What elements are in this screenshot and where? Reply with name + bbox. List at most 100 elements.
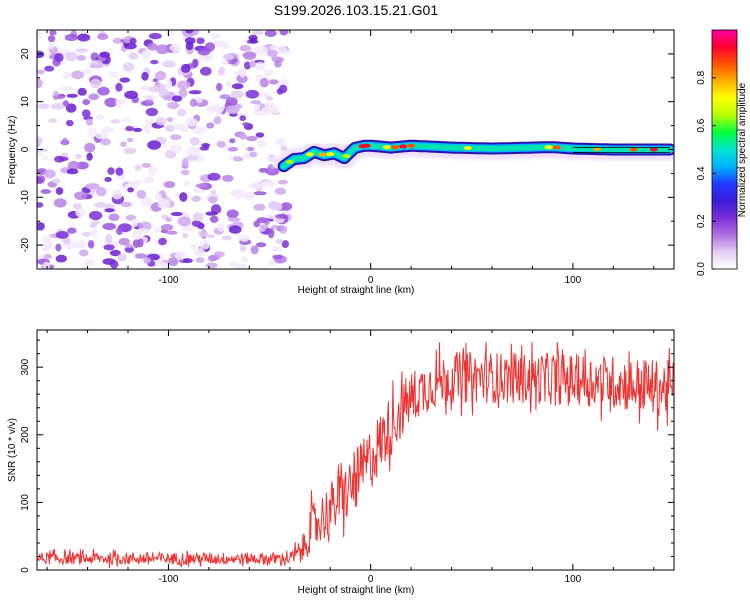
noise-blob [230, 90, 244, 99]
noise-blob [41, 246, 50, 252]
noise-blob [132, 239, 140, 249]
noise-blob [277, 46, 288, 55]
noise-blob [246, 135, 258, 142]
noise-blob [104, 177, 112, 182]
noise-blob [193, 126, 208, 135]
noise-blob [112, 37, 124, 44]
colorbar-tick-label: 0.0 [696, 262, 707, 276]
noise-blob [183, 258, 193, 264]
noise-blob [221, 235, 232, 241]
noise-blob [169, 144, 183, 154]
noise-blob [61, 86, 75, 91]
noise-blob [82, 231, 91, 237]
noise-blob [218, 66, 225, 76]
noise-blob [134, 253, 147, 259]
noise-blob [229, 190, 240, 196]
noise-blob [157, 199, 171, 210]
noise-blob [131, 218, 139, 228]
trace-hotspot [544, 145, 553, 150]
snr-y-axis-label: SNR (10 * v/v) [7, 418, 18, 482]
noise-blob [160, 224, 174, 231]
noise-blob [55, 187, 64, 195]
noise-blob [259, 77, 269, 88]
noise-blob [256, 217, 269, 224]
noise-blob [180, 63, 191, 73]
noise-blob [184, 37, 196, 45]
noise-blob [213, 251, 225, 258]
snr-series-line [37, 341, 674, 569]
noise-blob [185, 118, 198, 127]
noise-blob [115, 82, 123, 92]
noise-blob [99, 51, 111, 58]
noise-blob [155, 44, 170, 55]
snr-y-ticks: 0 100 200 300 [20, 339, 674, 573]
noise-blob [141, 49, 151, 60]
noise-blob [221, 60, 229, 65]
noise-blob [178, 88, 188, 98]
noise-blob [242, 122, 250, 127]
noise-blob [37, 69, 45, 75]
noise-blob [180, 126, 189, 134]
noise-blob [37, 152, 43, 157]
noise-blob [61, 137, 68, 146]
noise-blob [72, 203, 82, 210]
noise-blob [205, 262, 218, 269]
noise-blob [170, 211, 183, 217]
noise-blob [131, 231, 143, 240]
noise-blob [227, 217, 241, 222]
trace-hotspot [306, 152, 314, 157]
noise-blob [195, 96, 203, 104]
colorbar-tick-label: 0.6 [696, 118, 707, 132]
noise-blob [197, 47, 211, 56]
noise-blob [96, 187, 107, 197]
trace-hotspot [285, 159, 294, 164]
noise-blob [54, 52, 64, 62]
noise-blob [144, 119, 154, 124]
trace-hotspot [463, 146, 472, 150]
noise-blob [249, 37, 257, 43]
noise-blob [239, 44, 251, 52]
noise-blob [147, 166, 158, 176]
noise-blob [40, 189, 52, 194]
colorbar-tick-label: 0.4 [696, 166, 707, 180]
noise-blob [123, 147, 137, 155]
noise-blob [78, 249, 89, 257]
noise-blob [270, 45, 278, 51]
noise-blob [115, 100, 123, 108]
noise-blob [262, 180, 276, 188]
noise-blob [275, 137, 286, 147]
noise-blob [87, 239, 95, 249]
noise-blob [196, 37, 205, 45]
noise-blob [129, 179, 142, 186]
trace-hotspot [649, 147, 658, 152]
noise-blob [148, 32, 162, 40]
noise-blob [110, 119, 121, 124]
noise-blob [37, 202, 44, 208]
noise-blob [279, 30, 289, 36]
noise-blob [116, 227, 123, 236]
noise-blob [262, 69, 273, 77]
noise-blob [216, 83, 223, 92]
trace-hotspot [326, 152, 335, 157]
noise-blob [254, 61, 266, 71]
noise-blob [191, 220, 202, 228]
noise-blob [185, 154, 198, 161]
noise-blob [275, 239, 284, 244]
snr-panel: -100 0 100 0 100 200 300 Height of straight l… [7, 329, 675, 596]
noise-blob [105, 233, 113, 244]
colorbar-tick-label: 0.2 [696, 214, 707, 228]
noise-blob [229, 261, 238, 267]
colorbar-bar [711, 29, 738, 270]
trace-hotspot [629, 147, 638, 152]
noise-blob [177, 108, 187, 117]
noise-blob [64, 33, 79, 42]
noise-blob [88, 210, 103, 221]
noise-blob [165, 30, 175, 38]
noise-blob [128, 52, 139, 60]
noise-blob [143, 123, 152, 134]
noise-blob [102, 222, 116, 231]
noise-blob [89, 223, 97, 228]
noise-blob [124, 246, 134, 253]
noise-blob [109, 72, 120, 78]
noise-blob [276, 88, 284, 95]
